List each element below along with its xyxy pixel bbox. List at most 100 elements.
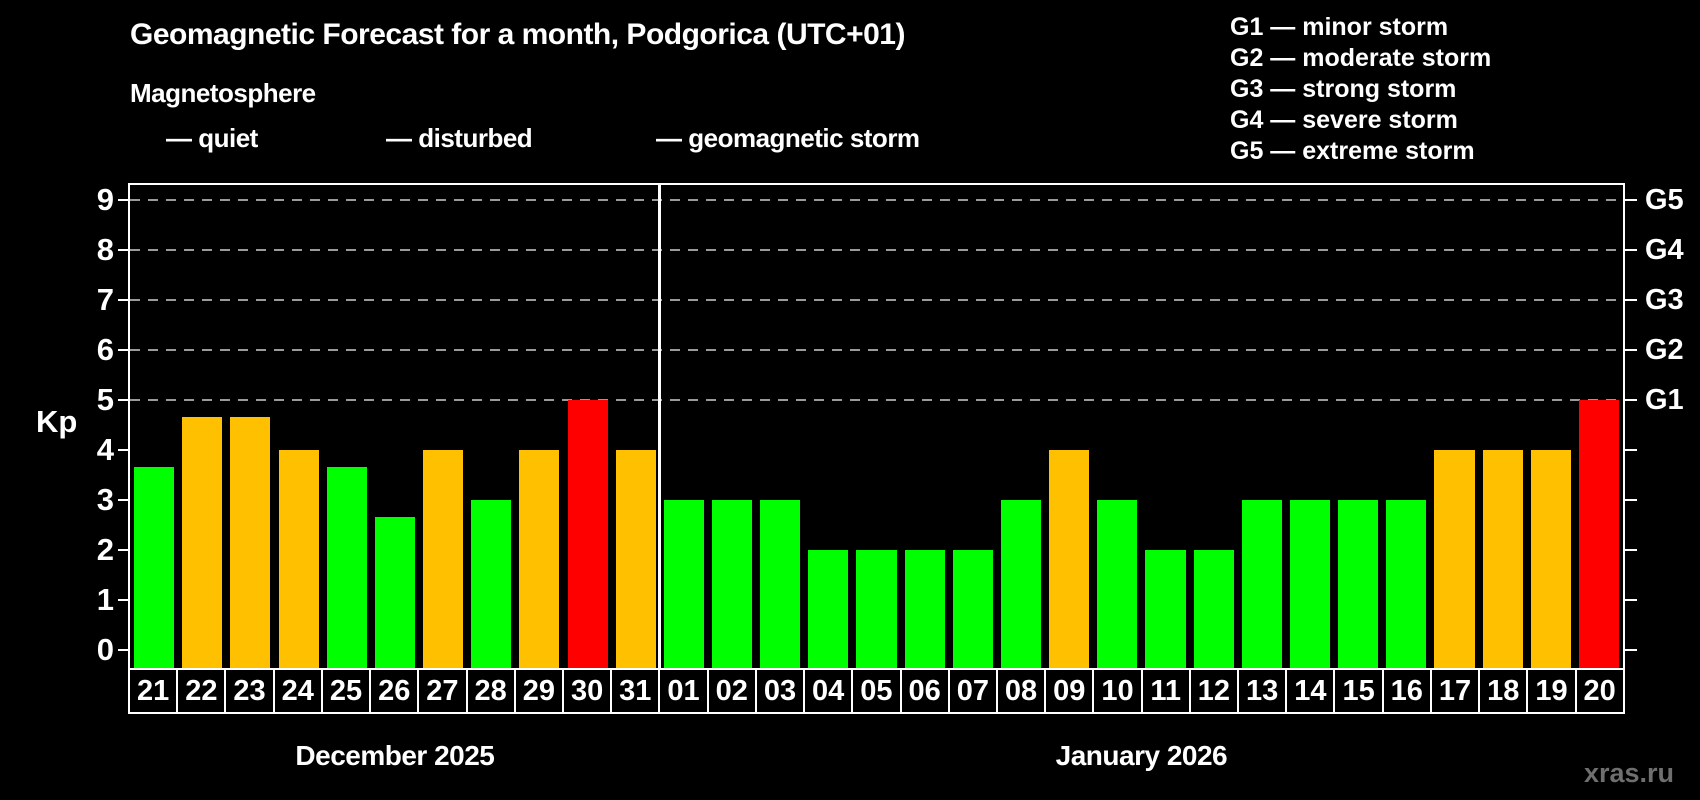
day-label-23: 23: [224, 670, 272, 712]
right-axis-label-G2: G2: [1645, 334, 1684, 366]
gridline-kp9: [130, 199, 1623, 201]
kp-bar-29: [519, 450, 560, 668]
kp-bar-08: [1000, 500, 1042, 668]
gridline-kp8: [130, 249, 1623, 251]
y-tick-left-4: [118, 449, 130, 451]
y-tick-left-1: [118, 599, 130, 601]
y-tick-left-0: [118, 649, 130, 651]
right-axis-label-G1: G1: [1645, 384, 1684, 416]
day-label-25: 25: [320, 670, 369, 712]
y-tick-label-7: 7: [96, 282, 114, 317]
storm-swatch-icon: [620, 119, 644, 157]
right-axis-label-G3: G3: [1645, 284, 1684, 316]
day-label-07: 07: [947, 670, 996, 712]
kp-bar-10: [1097, 500, 1138, 668]
day-label-12: 12: [1188, 670, 1237, 712]
kp-bar-09: [1049, 450, 1090, 668]
y-tick-label-4: 4: [96, 432, 114, 467]
kp-bar-20: [1578, 400, 1619, 668]
y-tick-left-8: [118, 249, 130, 251]
g2-legend-line: G2 — moderate storm: [1230, 44, 1492, 72]
y-tick-right-5: [1625, 399, 1637, 401]
subtitle-magnetosphere: Magnetosphere: [130, 78, 316, 108]
day-label-22: 22: [176, 670, 224, 712]
day-label-06: 06: [899, 670, 948, 712]
day-label-29: 29: [513, 670, 562, 712]
kp-bar-01: [663, 500, 704, 668]
y-tick-left-6: [118, 349, 130, 351]
day-label-01: 01: [658, 670, 706, 712]
y-tick-label-8: 8: [96, 232, 114, 267]
kp-bar-16: [1386, 500, 1427, 668]
day-label-28: 28: [465, 670, 514, 712]
kp-bar-27: [423, 450, 464, 668]
kp-bar-21: [134, 466, 175, 668]
kp-bar-30: [567, 400, 608, 668]
y-tick-right-6: [1625, 349, 1637, 351]
y-tick-label-6: 6: [96, 332, 114, 367]
kp-bar-05: [856, 550, 897, 668]
day-label-15: 15: [1333, 670, 1381, 712]
y-tick-right-7: [1625, 299, 1637, 301]
kp-bar-28: [471, 500, 512, 668]
day-label-09: 09: [1044, 670, 1092, 712]
day-label-24: 24: [272, 670, 321, 712]
y-tick-label-1: 1: [96, 582, 114, 617]
day-label-18: 18: [1478, 670, 1526, 712]
y-tick-left-3: [118, 499, 130, 501]
y-tick-right-1: [1625, 599, 1637, 601]
day-label-03: 03: [754, 670, 803, 712]
watermark: xras.ru: [1583, 758, 1674, 788]
legend-label-quiet: — quiet: [166, 123, 258, 153]
g1-legend-line: G1 — minor storm: [1230, 13, 1449, 41]
right-axis-label-G5: G5: [1645, 184, 1684, 216]
day-label-26: 26: [369, 670, 417, 712]
g3-legend-line: G3 — strong storm: [1230, 75, 1457, 103]
page-title: Geomagnetic Forecast for a month, Podgor…: [130, 18, 905, 51]
g-scale-legend: G1 — minor storm G2 — moderate storm G3 …: [1230, 12, 1491, 167]
right-axis-label-G4: G4: [1645, 234, 1684, 266]
y-tick-right-3: [1625, 499, 1637, 501]
y-tick-right-4: [1625, 449, 1637, 451]
y-tick-label-5: 5: [96, 382, 114, 417]
day-label-27: 27: [417, 670, 465, 712]
y-tick-right-9: [1625, 199, 1637, 201]
kp-bar-12: [1193, 550, 1234, 668]
day-label-05: 05: [851, 670, 899, 712]
month-label-0: December 2025: [295, 740, 495, 771]
day-label-13: 13: [1237, 670, 1285, 712]
y-tick-label-0: 0: [96, 632, 114, 667]
day-label-14: 14: [1285, 670, 1333, 712]
gridline-kp6: [130, 349, 1623, 351]
day-label-30: 30: [561, 670, 610, 712]
kp-bar-14: [1289, 500, 1331, 668]
plot-area: [128, 183, 1625, 670]
y-axis-label-kp: Kp: [36, 404, 78, 439]
day-label-19: 19: [1526, 670, 1574, 712]
kp-bar-19: [1530, 450, 1571, 668]
gridline-kp7: [130, 299, 1623, 301]
y-tick-label-9: 9: [96, 182, 114, 217]
disturbed-swatch-icon: [350, 119, 374, 157]
kp-bar-26: [374, 516, 415, 668]
gridline-kp5: [130, 399, 1623, 401]
kp-bar-06: [904, 550, 945, 668]
day-label-row: 21 22 23 24 25 26 27 28 29 30 31 01 02 03 04 05 06 07 08 09…: [128, 668, 1625, 714]
kp-bar-17: [1434, 450, 1475, 668]
y-tick-left-5: [118, 399, 130, 401]
kp-bar-24: [278, 450, 319, 668]
month-separator: [658, 185, 662, 668]
kp-bar-31: [615, 450, 656, 668]
quiet-swatch-icon: [130, 119, 154, 157]
day-label-02: 02: [706, 670, 755, 712]
y-tick-left-7: [118, 299, 130, 301]
kp-bar-03: [760, 500, 801, 668]
kp-bar-18: [1482, 450, 1523, 668]
y-tick-label-2: 2: [96, 532, 114, 567]
legend-label-disturbed: — disturbed: [386, 123, 533, 153]
kp-bar-23: [230, 416, 271, 668]
day-label-20: 20: [1574, 670, 1623, 712]
kp-bar-13: [1241, 500, 1282, 668]
kp-bar-04: [808, 550, 849, 668]
